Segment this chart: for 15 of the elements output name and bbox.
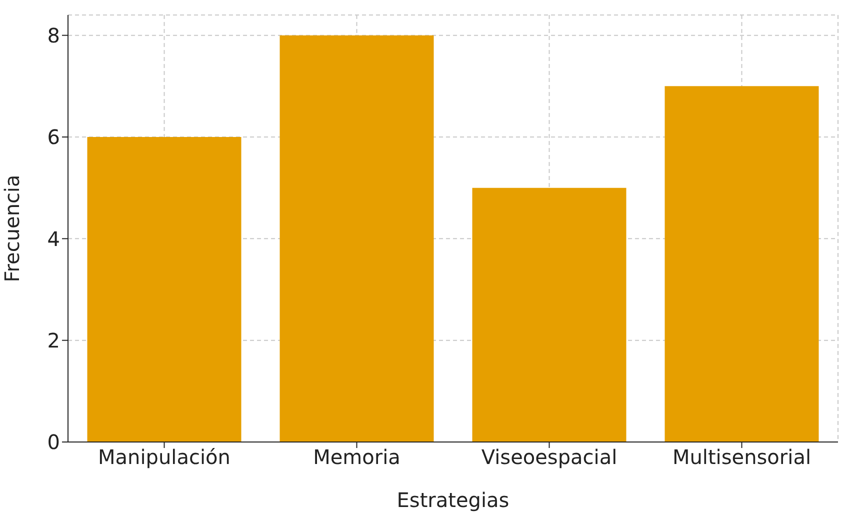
x-tick-label: Memoria: [313, 445, 400, 470]
bar: [472, 188, 626, 442]
bar: [87, 137, 242, 442]
y-tick-label: 6: [47, 125, 60, 150]
x-tick-label: Multisensorial: [672, 445, 812, 470]
bar: [664, 86, 819, 442]
bar: [280, 35, 434, 442]
y-tick-label: 4: [47, 226, 60, 251]
y-tick-label: 8: [47, 23, 60, 48]
y-axis-title: Frecuencia: [0, 174, 24, 282]
x-tick-label: Viseoespacial: [481, 445, 618, 470]
y-tick-label: 0: [47, 430, 60, 454]
x-axis-title: Estrategias: [396, 488, 510, 512]
y-tick-label: 2: [47, 328, 60, 352]
x-tick-label: Manipulación: [98, 445, 230, 470]
